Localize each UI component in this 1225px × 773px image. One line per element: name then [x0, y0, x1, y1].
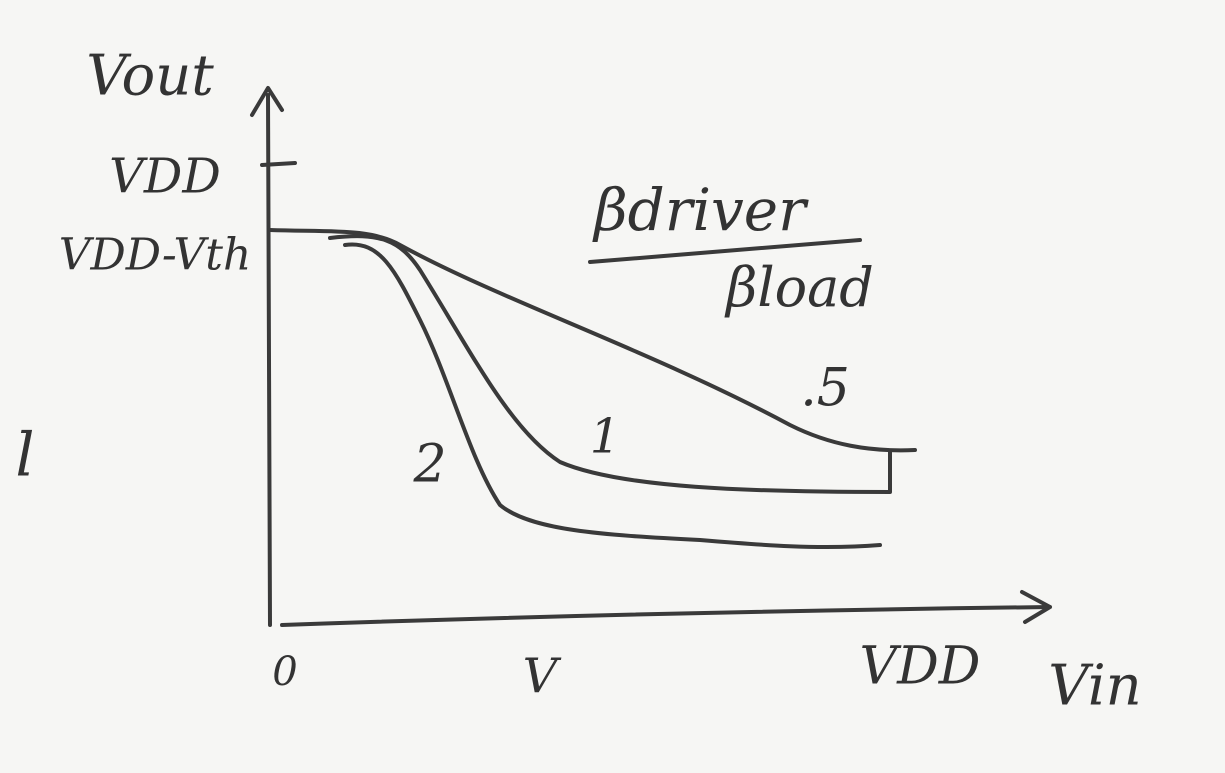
ratio-numerator: βdriver — [592, 176, 809, 244]
curve-label: 1 — [590, 409, 621, 465]
x-axis-label: Vin — [1048, 654, 1141, 719]
diagram: Vout VDD VDD-Vth 0 V VDD Vin βdriver βlo… — [0, 0, 1225, 773]
x-tick-label: VDD — [860, 637, 981, 697]
y-tick-label: VDD — [109, 149, 221, 205]
curve-label: 2 — [412, 435, 446, 495]
y-tick-label: VDD-Vth — [59, 230, 252, 281]
x-tick-label: V — [523, 649, 562, 705]
y-axis-label: Vout — [86, 44, 214, 109]
y-tick — [262, 163, 295, 165]
curve-label: .5 — [800, 359, 850, 419]
ratio-denominator: βload — [724, 256, 874, 319]
margin-note: l — [15, 421, 34, 491]
background — [0, 0, 1225, 773]
origin-label: 0 — [272, 649, 297, 695]
